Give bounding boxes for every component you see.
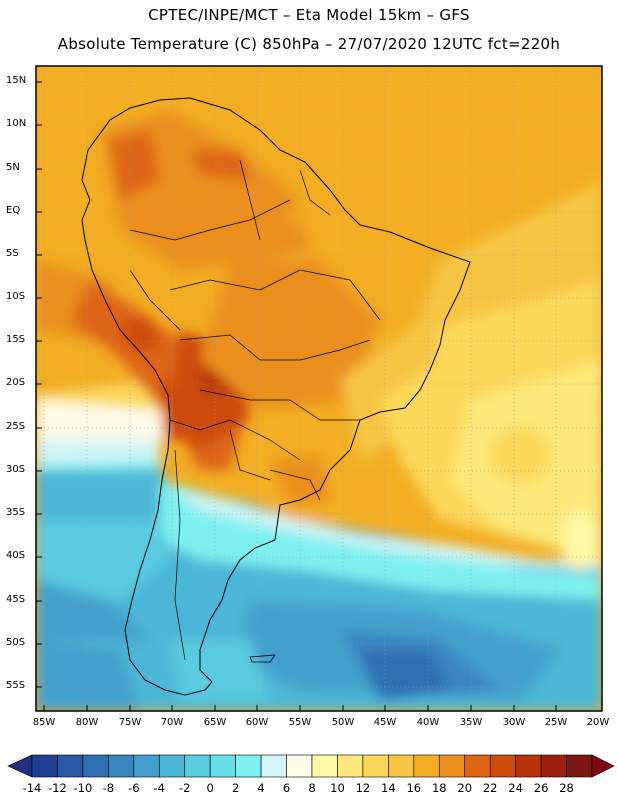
lon-label: 60W [245, 717, 269, 728]
colorbar-swatch [337, 754, 364, 778]
colorbar-swatch [209, 754, 236, 778]
colorbar-label: -12 [48, 781, 67, 795]
colorbar-over-arrow [591, 754, 615, 778]
colorbar-swatch [413, 754, 440, 778]
axis-ticks [36, 81, 557, 711]
colorbar-swatch [184, 754, 211, 778]
lat-label: 5S [6, 248, 19, 259]
colorbar-label: 26 [533, 781, 549, 795]
lat-label: 20S [6, 377, 26, 388]
chart-title-line1: CPTEC/INPE/MCT – Eta Model 15km – GFS [148, 6, 470, 24]
colorbar-swatch [540, 754, 567, 778]
colorbar-label: 14 [381, 781, 396, 795]
lat-label: 10N [6, 118, 27, 129]
colorbar-label: 6 [282, 781, 291, 795]
lon-label: 55W [288, 717, 312, 728]
country-borders [129, 159, 381, 661]
lon-label: 75W [118, 717, 142, 728]
colorbar-swatch [464, 754, 491, 778]
coastline [81, 97, 471, 696]
lon-label: 25W [544, 717, 568, 728]
colorbar-label: 8 [308, 781, 316, 795]
lon-label: 35W [459, 717, 483, 728]
colorbar-label: 0 [206, 781, 214, 795]
colorbar-swatch [31, 754, 58, 778]
chart-title-line2: Absolute Temperature (C) 850hPa – 27/07/… [57, 35, 561, 53]
colorbar-swatch [286, 754, 313, 778]
lon-label: 20W [586, 717, 610, 728]
colorbar-swatch [388, 754, 415, 778]
colorbar-label: 4 [257, 781, 265, 795]
colorbar-swatch [235, 754, 262, 778]
colorbar-label: -8 [102, 781, 115, 795]
lat-label: 45S [6, 594, 26, 605]
lon-label: 85W [32, 717, 56, 728]
colorbar-label: 22 [482, 781, 498, 795]
colorbar-label: 24 [508, 781, 523, 795]
colorbar-label: -4 [153, 781, 165, 795]
colorbar-swatch [82, 754, 109, 778]
colorbar-label: -10 [73, 781, 93, 795]
colorbar-under-arrow [7, 754, 33, 778]
lat-label: 50S [6, 637, 26, 648]
colorbar-label: -14 [22, 781, 42, 795]
lat-label: 55S [6, 680, 26, 691]
colorbar-label: 20 [457, 781, 473, 795]
lon-label: 65W [203, 717, 227, 728]
colorbar-swatch [108, 754, 135, 778]
colorbar-swatch [362, 754, 389, 778]
colorbar-label: 2 [231, 781, 240, 795]
colorbar-swatch [311, 754, 338, 778]
colorbar-swatch [133, 754, 160, 778]
colorbar-label: -6 [128, 781, 140, 795]
lat-label: 15N [6, 75, 27, 86]
temperature-field [36, 66, 602, 711]
lon-label: 40W [416, 717, 440, 728]
colorbar-label: -2 [178, 781, 191, 795]
lat-label: 30S [6, 464, 26, 475]
lat-label: EQ [6, 205, 21, 216]
colorbar-swatch [260, 754, 287, 778]
colorbar [7, 754, 615, 778]
colorbar-swatch [489, 754, 516, 778]
lon-label: 80W [75, 717, 99, 728]
lat-label: 5N [6, 162, 20, 173]
colorbar-label: 16 [406, 781, 422, 795]
colorbar-label: 10 [330, 781, 345, 795]
colorbar-swatch [57, 754, 84, 778]
map-frame [35, 65, 603, 712]
lat-label: 15S [6, 334, 26, 345]
lon-label: 45W [373, 717, 397, 728]
lon-label: 70W [160, 717, 184, 728]
lon-label: 30W [502, 717, 526, 728]
colorbar-swatch [438, 754, 466, 778]
colorbar-label: 28 [559, 781, 574, 795]
lat-label: 40S [6, 550, 26, 561]
colorbar-label: 18 [431, 781, 447, 795]
colorbar-label: 12 [355, 781, 371, 795]
colorbar-swatch [515, 754, 542, 778]
colorbar-swatch [158, 754, 186, 778]
lat-label: 10S [6, 291, 26, 302]
lon-label: 50W [331, 717, 355, 728]
colorbar-swatch [566, 754, 593, 778]
lat-label: 35S [6, 507, 26, 518]
lat-label: 25S [6, 421, 26, 432]
